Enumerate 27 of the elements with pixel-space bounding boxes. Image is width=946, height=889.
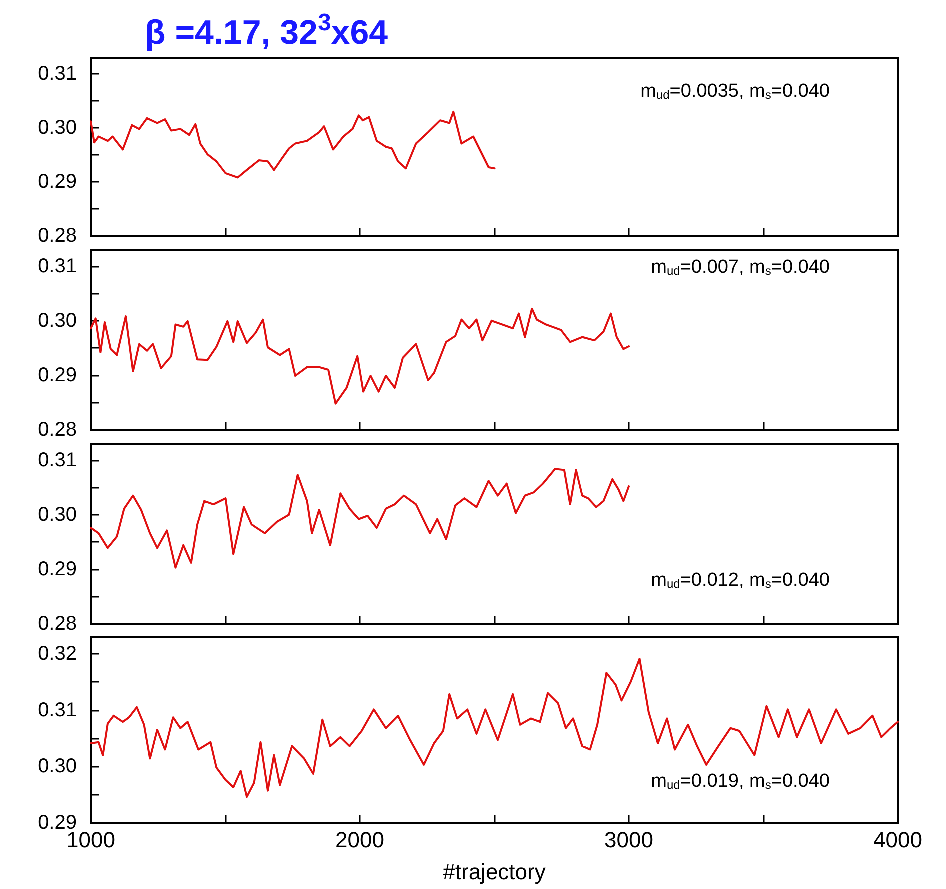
y-tick-label: 0.29 — [38, 364, 77, 386]
line-series — [90, 308, 630, 405]
annotation: mud=0.007, ms=0.040 — [651, 257, 830, 278]
y-tick-label: 0.31 — [38, 699, 77, 722]
annotation: mud=0.019, ms=0.040 — [651, 771, 830, 792]
y-tick-label: 0.30 — [38, 756, 77, 778]
y-tick-label: 0.28 — [38, 613, 77, 635]
line-series — [90, 110, 496, 179]
annotation: mud=0.012, ms=0.040 — [651, 570, 830, 591]
y-tick-label: 0.30 — [38, 310, 77, 332]
x-tick-label: 3000 — [604, 828, 654, 852]
y-tick-label: 0.28 — [38, 225, 77, 247]
y-tick-label: 0.31 — [38, 449, 77, 472]
x-tick-label: 2000 — [336, 828, 384, 852]
y-tick-label: 0.29 — [38, 171, 77, 194]
line-series — [90, 468, 630, 569]
y-tick-label: 0.29 — [38, 558, 77, 580]
annotation: mud=0.0035, ms=0.040 — [640, 81, 830, 102]
x-axis-title: #trajectory — [443, 860, 546, 884]
y-tick-label: 0.30 — [38, 117, 77, 140]
y-tick-label: 0.28 — [38, 419, 77, 441]
y-tick-label: 0.32 — [38, 642, 77, 665]
line-series — [90, 658, 899, 798]
y-tick-label: 0.31 — [38, 255, 77, 278]
x-tick-label: 4000 — [874, 828, 922, 852]
y-tick-label: 0.30 — [38, 504, 77, 526]
y-tick-label: 0.31 — [38, 63, 77, 86]
